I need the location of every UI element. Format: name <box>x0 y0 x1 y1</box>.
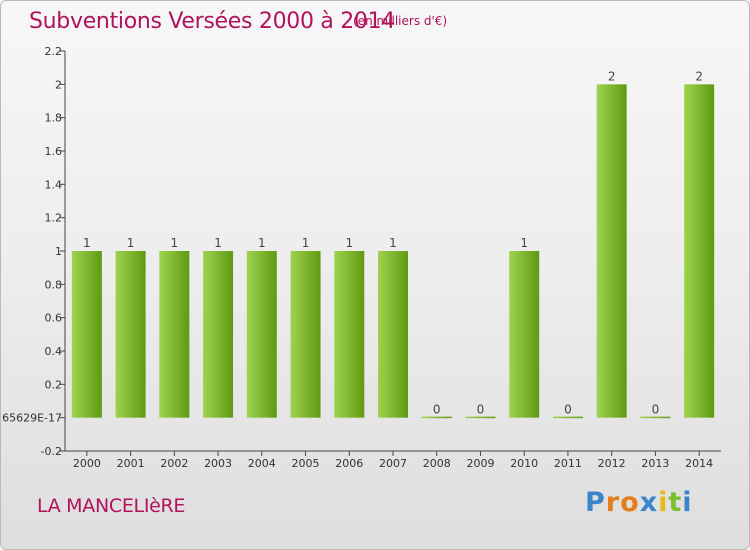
bar-2006 <box>334 251 365 418</box>
bar-2014 <box>684 84 715 418</box>
x-tick-label: 2008 <box>423 457 451 470</box>
chart-title: Subventions Versées 2000 à 2014 <box>29 9 396 34</box>
x-tick-label: 2003 <box>204 457 232 470</box>
bar-2005 <box>290 251 321 418</box>
x-tick-label: 2007 <box>379 457 407 470</box>
x-tick-label: 2010 <box>510 457 538 470</box>
y-tick-label: -0.2 <box>41 445 62 458</box>
y-tick-label: -1.5265629E-17 <box>1 412 62 425</box>
x-tick-label: 2009 <box>466 457 494 470</box>
data-label-2000: 1 <box>83 236 91 250</box>
bar-2010 <box>509 251 540 418</box>
bar-2012 <box>596 84 627 418</box>
y-tick-label: 0.4 <box>45 345 63 358</box>
x-tick-label: 2004 <box>248 457 276 470</box>
logo-letter: i <box>682 487 693 518</box>
chart-unit: (en milliers d'€) <box>353 14 448 28</box>
data-label-2014: 2 <box>695 69 703 83</box>
y-tick-label: 2.2 <box>45 45 63 58</box>
data-label-2008: 0 <box>433 403 441 417</box>
y-tick-label: 2 <box>55 78 62 91</box>
data-label-2012: 2 <box>608 69 616 83</box>
data-label-2007: 1 <box>389 236 397 250</box>
bar-2002 <box>159 251 190 418</box>
x-tick-label: 2012 <box>598 457 626 470</box>
y-tick-label: 0.8 <box>45 278 63 291</box>
y-tick-label: 1.6 <box>45 145 63 158</box>
logo-letter: t <box>668 487 683 518</box>
x-tick-label: 2005 <box>292 457 320 470</box>
bar-2009 <box>465 416 496 419</box>
bar-2003 <box>203 251 234 418</box>
bar-2007 <box>378 251 408 418</box>
logo-letter: P <box>585 487 606 518</box>
y-tick-label: 1 <box>55 245 62 258</box>
y-tick-label: 1.4 <box>45 178 63 191</box>
data-label-2005: 1 <box>302 236 310 250</box>
x-tick-label: 2013 <box>641 457 669 470</box>
x-tick-label: 2000 <box>73 457 101 470</box>
data-label-2001: 1 <box>127 236 135 250</box>
data-label-2009: 0 <box>477 403 485 417</box>
y-tick-label: 0.6 <box>45 312 63 325</box>
bar-2008 <box>421 416 452 419</box>
y-tick-label: 1.2 <box>45 212 63 225</box>
data-label-2013: 0 <box>652 403 660 417</box>
data-label-2006: 1 <box>345 236 353 250</box>
y-tick-label: 0.2 <box>45 378 63 391</box>
x-tick-label: 2011 <box>554 457 582 470</box>
bar-2000 <box>71 251 102 418</box>
logo-letter: x <box>639 487 659 518</box>
x-tick-label: 2006 <box>335 457 363 470</box>
y-tick-label: 1.8 <box>45 112 63 125</box>
data-label-2010: 1 <box>520 236 528 250</box>
x-tick-label: 2002 <box>160 457 188 470</box>
bar-2011 <box>552 416 583 419</box>
logo-letter: i <box>658 487 669 518</box>
logo-letter: r <box>605 487 621 518</box>
data-label-2011: 0 <box>564 403 572 417</box>
proxiti-logo: Proxiti <box>585 487 693 518</box>
x-tick-label: 2001 <box>117 457 145 470</box>
data-label-2002: 1 <box>171 236 179 250</box>
commune-name: LA MANCELIèRE <box>37 495 186 517</box>
bar-2004 <box>246 251 277 418</box>
bar-2013 <box>640 416 671 419</box>
data-label-2003: 1 <box>214 236 222 250</box>
data-label-2004: 1 <box>258 236 266 250</box>
logo-letter: o <box>620 487 640 518</box>
x-tick-label: 2014 <box>685 457 713 470</box>
bar-2001 <box>115 251 146 418</box>
